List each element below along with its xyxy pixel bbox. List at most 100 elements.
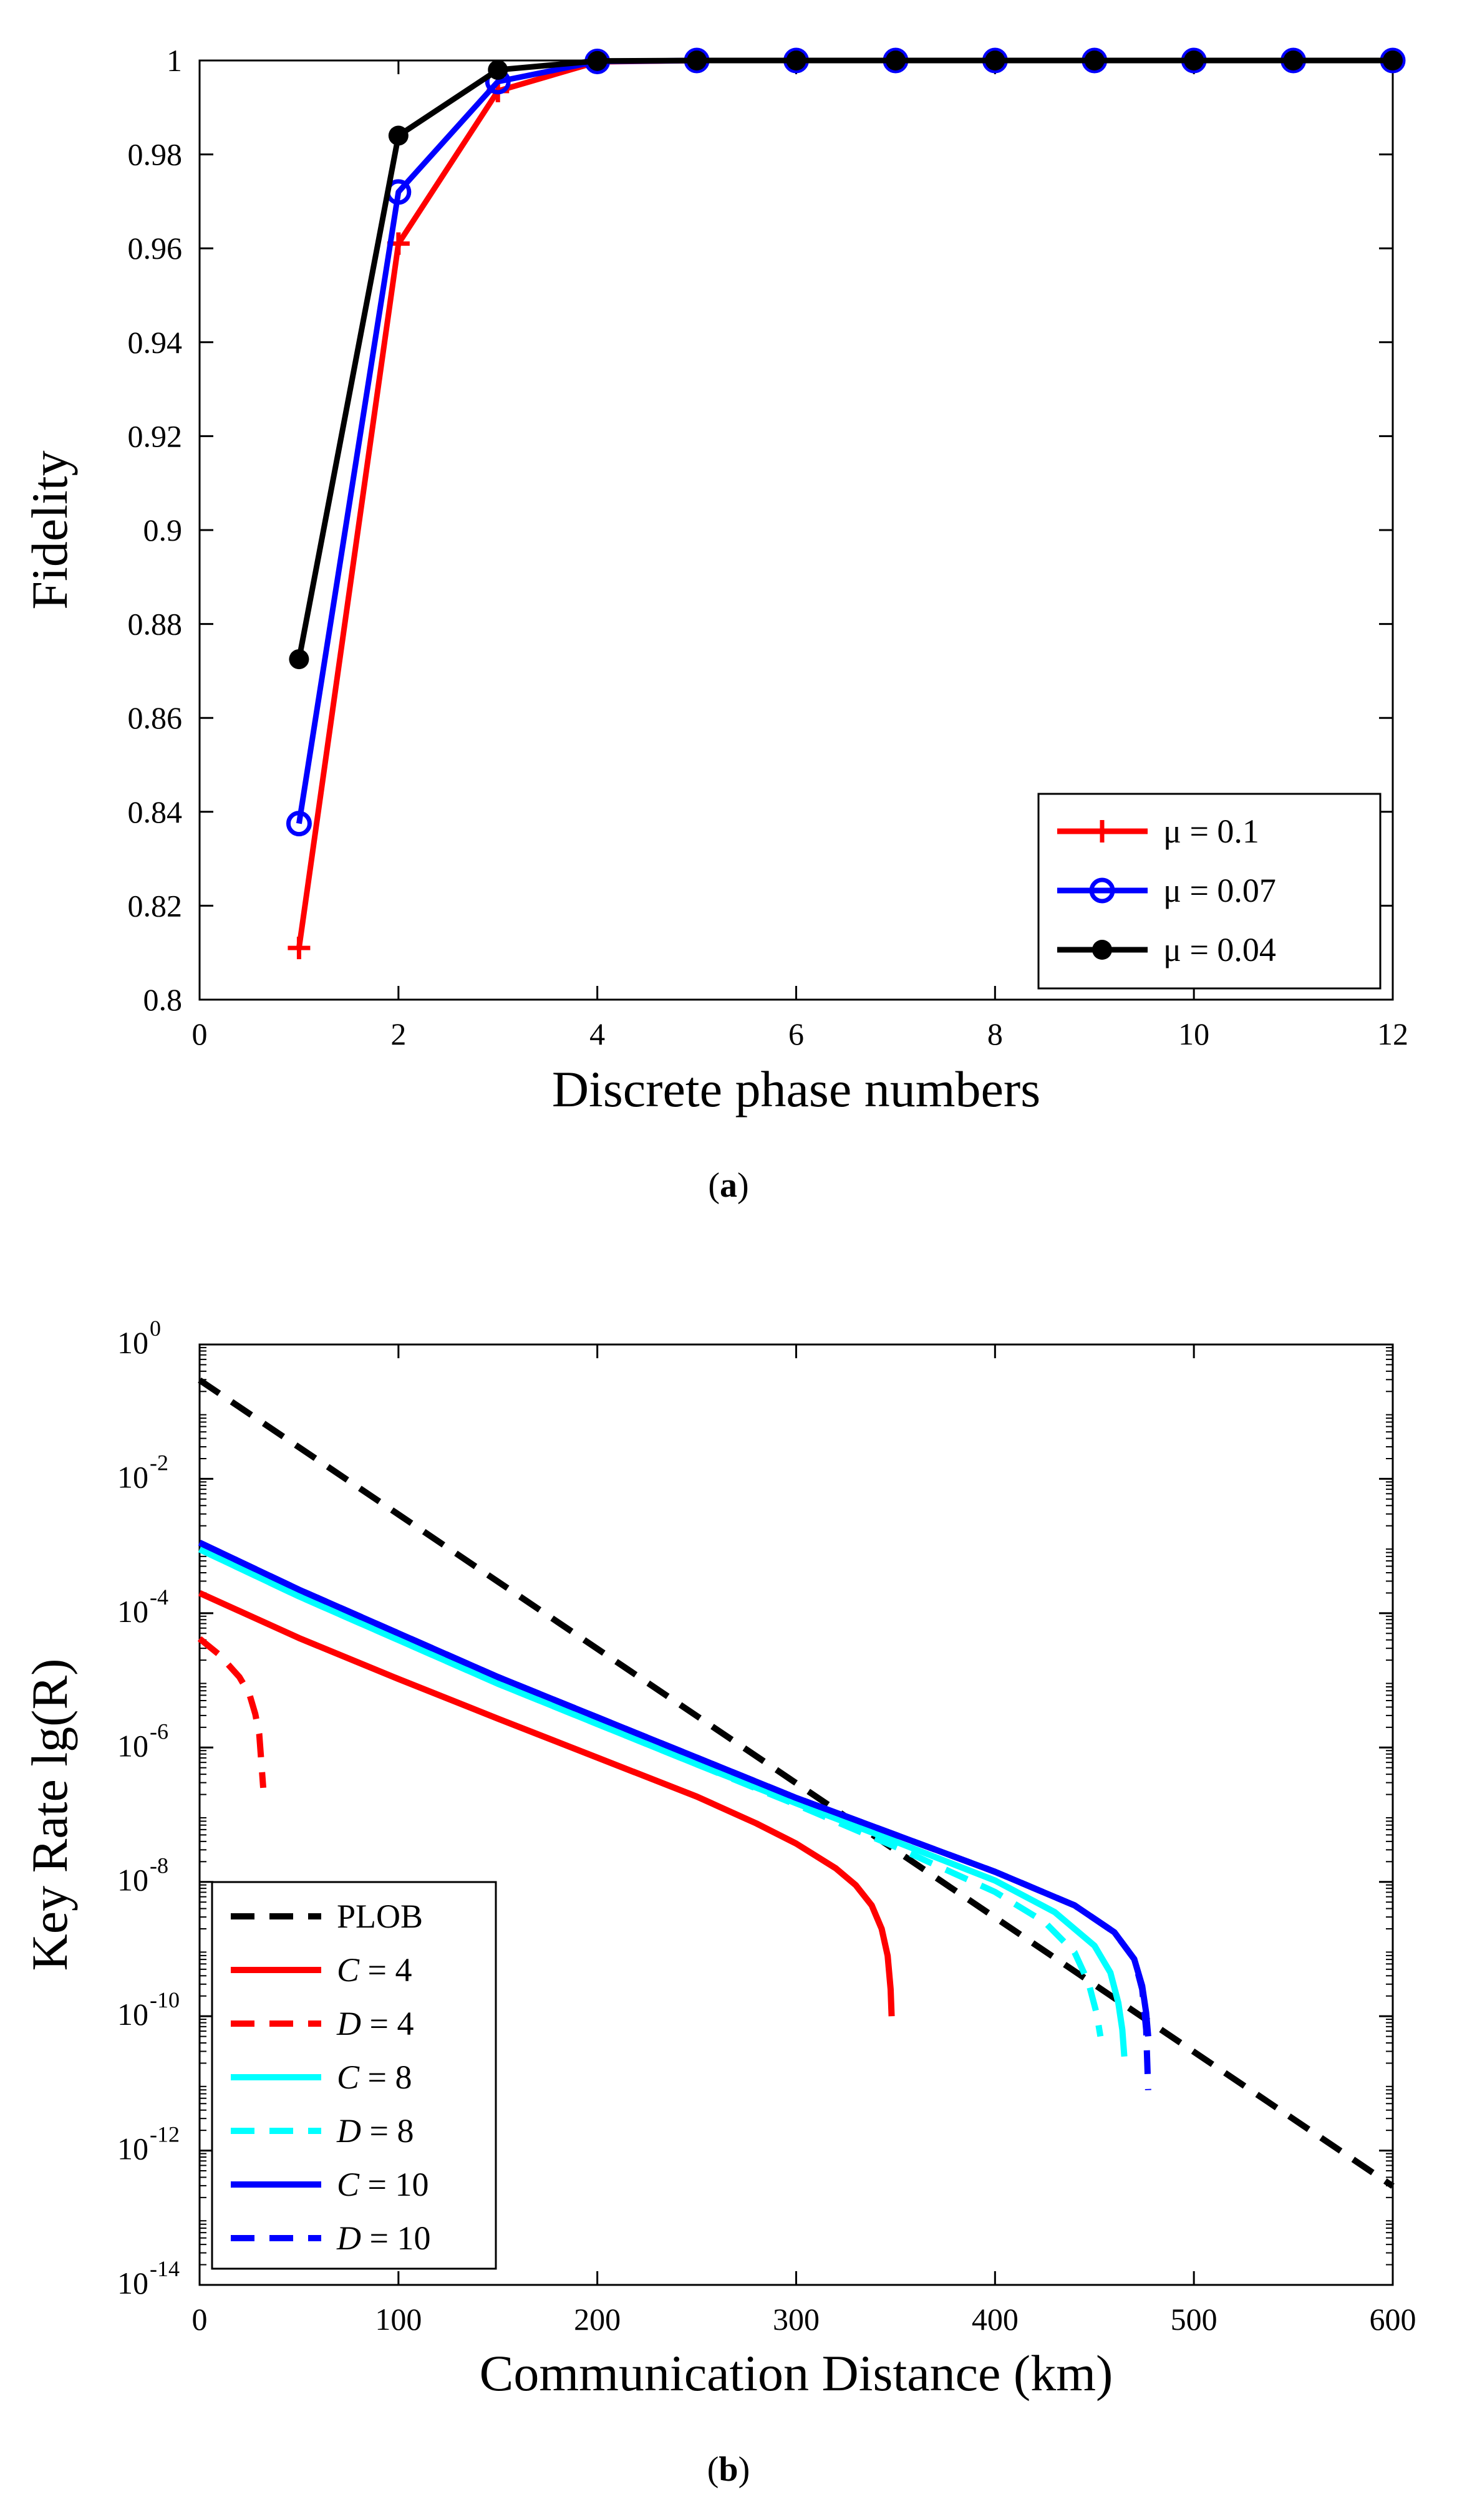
chart-b-y-tick-base: 10 bbox=[117, 2266, 148, 2300]
chart-b-legend-value: = 4 bbox=[361, 2005, 414, 2042]
chart-a-data-point bbox=[288, 937, 311, 960]
chart-a-legend-marker bbox=[1091, 820, 1113, 842]
chart-a-y-tick-label: 0.98 bbox=[128, 137, 183, 172]
chart-b-legend-variable: D bbox=[336, 2219, 361, 2257]
chart-b-x-tick-label: 300 bbox=[773, 2302, 820, 2337]
chart-a-y-tick-label: 0.96 bbox=[128, 231, 183, 266]
chart-b-y-tick-label: 10 bbox=[117, 1459, 148, 1494]
chart-b-legend-label: PLOB bbox=[337, 1898, 423, 1935]
chart-a-data-point bbox=[286, 811, 312, 837]
chart-a-series-line bbox=[296, 57, 1393, 824]
chart-b-x-tick-label: 0 bbox=[192, 2302, 208, 2337]
chart-b-y-tick-exponent: -12 bbox=[150, 2122, 180, 2147]
chart-a-y-tick-label: 0.82 bbox=[128, 888, 183, 923]
chart-a-legend-label: μ = 0.1 bbox=[1163, 813, 1259, 850]
chart-b-y-axis-label: Key Rate lg(R) bbox=[21, 1659, 78, 1971]
chart-a-data-point bbox=[388, 125, 409, 146]
chart-b-caption: (b) bbox=[707, 2450, 750, 2489]
chart-b-y-tick-base: 10 bbox=[117, 1997, 148, 2032]
chart-b-x-tick-label: 500 bbox=[1171, 2302, 1217, 2337]
chart-b-x-tick-label: 100 bbox=[375, 2302, 422, 2337]
chart-b-y-tick-label: 10 bbox=[117, 1728, 148, 1763]
chart-b-series-line-0 bbox=[198, 1377, 1395, 2189]
chart-b-legend-value: = 4 bbox=[359, 1951, 412, 1989]
chart-a-series-2 bbox=[289, 51, 1403, 670]
chart-b-legend-label: C = 8 bbox=[337, 2059, 412, 2096]
chart-b-legend-variable: C bbox=[337, 1951, 360, 1989]
chart-a-x-tick-label: 6 bbox=[788, 1016, 804, 1051]
chart-b-y-tick-label: 10 bbox=[117, 1997, 148, 2032]
chart-a-y-tick-label: 0.9 bbox=[143, 513, 183, 548]
chart-a-x-tick-label: 12 bbox=[1377, 1016, 1408, 1051]
chart-a-legend-label: μ = 0.07 bbox=[1163, 872, 1276, 909]
chart-b-y-tick-base: 10 bbox=[117, 1594, 148, 1629]
chart-b-x-tick-label: 400 bbox=[972, 2302, 1019, 2337]
chart-b-y-tick-exponent: -14 bbox=[150, 2256, 180, 2281]
chart-b-legend-entry: PLOB bbox=[231, 1898, 423, 1935]
chart-a-data-point bbox=[587, 51, 607, 71]
chart-b-legend-value: = 8 bbox=[361, 2112, 414, 2150]
caption-a-close: ) bbox=[737, 1166, 749, 1205]
chart-b-legend-variable: D bbox=[336, 2005, 361, 2042]
chart-a-data-point bbox=[1383, 51, 1403, 70]
chart-a-legend-marker bbox=[1092, 940, 1112, 960]
chart-b-y-tick-exponent: -2 bbox=[150, 1450, 168, 1475]
chart-a-data-point bbox=[488, 60, 508, 80]
caption-a-open: ( bbox=[708, 1166, 720, 1205]
chart-b-series-line-6 bbox=[198, 1540, 1151, 2090]
chart-a-y-axis-label: Fidelity bbox=[21, 450, 78, 609]
chart-b-legend-entry: C = 4 bbox=[231, 1951, 412, 1989]
chart-b-legend-label: D = 8 bbox=[336, 2112, 414, 2150]
chart-a-x-axis-label: Discrete phase numbers bbox=[552, 1061, 1040, 1118]
chart-b-y-tick-label: 10 bbox=[117, 1594, 148, 1629]
chart-a-data-point bbox=[1084, 51, 1105, 70]
chart-a-y-tick-label: 0.86 bbox=[128, 700, 183, 735]
chart-a-y-tick-label: 0.94 bbox=[128, 325, 183, 360]
chart-b-series-line-4 bbox=[198, 1547, 1104, 2037]
chart-a-x-tick-label: 8 bbox=[987, 1016, 1003, 1051]
chart-b-legend-entry: D = 4 bbox=[231, 2005, 414, 2042]
caption-b-close: ) bbox=[738, 2450, 750, 2489]
chart-b-legend-label: D = 4 bbox=[336, 2005, 414, 2042]
chart-b-legend-label: C = 4 bbox=[337, 1951, 412, 1989]
chart-b-legend-variable: C bbox=[337, 2059, 360, 2096]
chart-b-legend-entry: C = 10 bbox=[231, 2166, 429, 2203]
chart-b-legend-value: = 10 bbox=[361, 2219, 430, 2257]
chart-a-x-tick-label: 10 bbox=[1178, 1016, 1209, 1051]
chart-b-y-tick-base: 10 bbox=[117, 1459, 148, 1494]
chart-a: 0 2 4 6 8 10 12 0.8 0.82 0.84 0.86 0.88 0.9 0.92 0.94 0… bbox=[21, 43, 1408, 1205]
caption-b-open: ( bbox=[707, 2450, 719, 2489]
chart-a-y-tick-label: 0.8 bbox=[143, 982, 183, 1017]
chart-b-series bbox=[197, 1377, 1395, 2189]
chart-a-legend-marker bbox=[1089, 877, 1115, 904]
chart-b-y-tick-label: 10 bbox=[117, 2266, 148, 2300]
chart-b-legend-label: C = 10 bbox=[337, 2166, 429, 2203]
chart-a-x-tick-label: 2 bbox=[390, 1016, 406, 1051]
chart-a-y-tick-label: 1 bbox=[167, 43, 182, 78]
chart-a-data-point bbox=[1283, 51, 1304, 70]
chart-b-y-tick-base: 10 bbox=[117, 1863, 148, 1898]
chart-b-legend-variable: C bbox=[337, 2166, 360, 2203]
chart-a-series bbox=[286, 47, 1406, 960]
chart-a-y-tick-label: 0.92 bbox=[128, 418, 183, 453]
chart-b-x-axis-label: Communication Distance (km) bbox=[480, 2345, 1113, 2402]
chart-b-y-tick-base: 10 bbox=[117, 1325, 148, 1360]
chart-b-y-tick-label: 10 bbox=[117, 2131, 148, 2166]
chart-a-series-line bbox=[296, 57, 1393, 660]
chart-b-x-tick-label: 200 bbox=[574, 2302, 621, 2337]
chart-b-y-tick-exponent: -6 bbox=[150, 1719, 168, 1744]
chart-b-y-tick-exponent: -4 bbox=[150, 1585, 168, 1610]
chart-a-data-point bbox=[1184, 51, 1204, 70]
chart-b-y-tick-exponent: -8 bbox=[150, 1853, 168, 1878]
chart-b-y-tick-base: 10 bbox=[117, 2131, 148, 2166]
chart-a-y-tick-label: 0.84 bbox=[128, 794, 183, 829]
chart-a-x-tick-label: 0 bbox=[192, 1016, 208, 1051]
chart-a-legend-entry: μ = 0.1 bbox=[1057, 813, 1259, 850]
chart-a-series-1 bbox=[286, 47, 1406, 837]
chart-a-data-point bbox=[885, 51, 906, 70]
chart-b-legend-entry: D = 8 bbox=[231, 2112, 414, 2150]
chart-b-series-line-1 bbox=[198, 1590, 895, 2017]
chart-b-y-tick-label: 10 bbox=[117, 1863, 148, 1898]
